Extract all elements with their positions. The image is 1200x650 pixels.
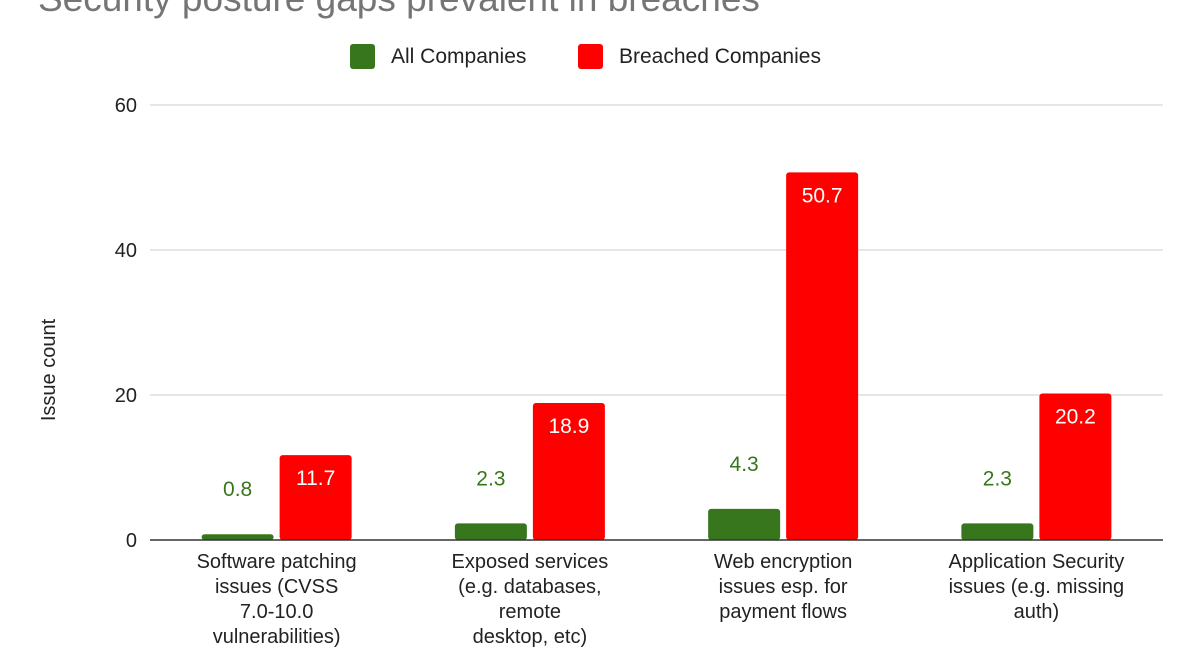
x-tick-label: Exposed services (e.g. databases, remote de… (415, 550, 645, 650)
y-tick-label: 60 (115, 95, 137, 117)
x-tick-label-line: vulnerabilities) (212, 626, 341, 648)
x-tick-label-line: remote (498, 601, 561, 623)
x-tick-label-line: auth) (1013, 601, 1060, 623)
data-label: 4.3 (730, 453, 759, 476)
bar (1039, 393, 1112, 540)
x-tick-label: Application Security issues (e.g. missing… (921, 550, 1151, 625)
x-tick-label-line: Software patching (196, 551, 357, 573)
x-tick-label-line: Exposed services (451, 551, 609, 573)
bar (532, 402, 605, 540)
x-tick-label-line: desktop, etc) (472, 626, 588, 648)
bar-chart: 0 20 40 60 Issue count All Companies Breached … (38, 44, 1163, 552)
x-tick-label-line: issues (e.g. missing (948, 576, 1125, 598)
data-label: 2.3 (476, 467, 505, 490)
bar (961, 523, 1034, 540)
x-tick-label: Software patching issues (CVSS 7.0-10.0 vul… (162, 550, 392, 650)
x-tick-label-line: issues esp. for (718, 576, 848, 598)
chart-title: Security posture gaps prevalent in breac… (38, 0, 760, 20)
x-tick-label-line: (e.g. databases, (458, 576, 602, 598)
x-tick-label-line: payment flows (719, 601, 848, 623)
legend-swatch (350, 44, 375, 69)
y-axis-label: Issue count (38, 318, 60, 421)
bar (201, 534, 274, 540)
x-tick-label-line: 7.0-10.0 (239, 601, 314, 623)
data-label: 2.3 (983, 467, 1012, 490)
data-label: 18.9 (548, 415, 589, 438)
data-label: 0.8 (223, 478, 252, 501)
bar (786, 172, 859, 541)
bar (279, 455, 352, 540)
data-label: 50.7 (802, 184, 843, 207)
y-tick-label: 40 (115, 240, 137, 262)
x-tick-label-line: issues (CVSS (214, 576, 339, 598)
data-label: 20.2 (1055, 406, 1096, 429)
bar (708, 508, 781, 540)
data-label: 11.7 (296, 467, 335, 490)
legend-swatch (578, 44, 603, 69)
bar (454, 523, 527, 540)
x-tick-label: Web encryption issues esp. for payment flo… (668, 550, 898, 625)
legend-label: All Companies (391, 45, 526, 68)
x-tick-label-line: Application Security (948, 551, 1125, 573)
x-tick-label-line: Web encryption (713, 551, 853, 573)
legend-label: Breached Companies (619, 45, 821, 68)
y-tick-label: 0 (126, 530, 137, 552)
y-tick-label: 20 (115, 385, 137, 407)
